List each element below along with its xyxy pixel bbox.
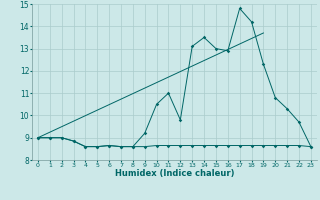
X-axis label: Humidex (Indice chaleur): Humidex (Indice chaleur): [115, 169, 234, 178]
